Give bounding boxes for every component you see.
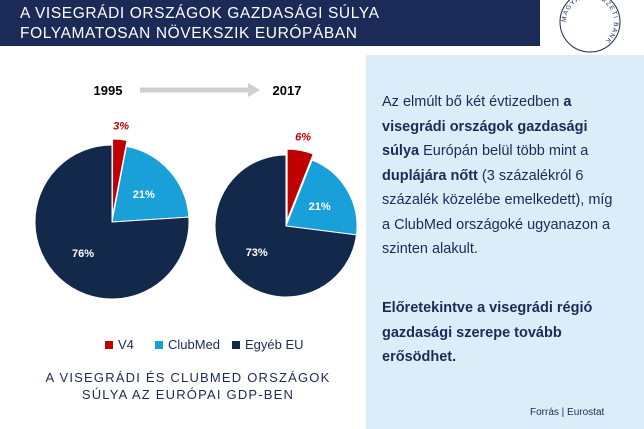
text-run: (3 százalékról 6 százalék közelébe emelk… — [382, 167, 613, 258]
paragraph: Előretekintve a visegrádi régió gazdaság… — [382, 296, 622, 370]
pie-title: 2017 — [273, 83, 302, 98]
data-label: 3% — [113, 120, 129, 132]
pie-slice — [286, 148, 314, 221]
paragraph: Az elmúlt bő két évtizedben a visegrádi … — [382, 90, 622, 262]
logo — [559, 0, 621, 53]
text-run: Európán belül több mint a — [419, 143, 589, 159]
text-run: a visegrádi országok gazdasági súlya — [382, 94, 588, 159]
legend-label: V4 — [118, 337, 134, 352]
caption: SÚLYA AZ EURÓPAI GDP-BEN — [82, 387, 294, 402]
data-label: 21% — [133, 189, 155, 201]
data-label: 6% — [295, 132, 311, 144]
legend-label: ClubMed — [168, 337, 220, 352]
side-panel — [366, 55, 644, 429]
pie-title: 1995 — [94, 83, 123, 98]
title: A VISEGRÁDI ORSZÁGOK GAZDASÁGI SÚLYA — [20, 5, 380, 22]
legend-label: Egyéb EU — [245, 337, 304, 352]
pie-slice — [34, 144, 190, 300]
pie-slice — [285, 159, 358, 236]
arrow-head — [248, 83, 260, 97]
legend-swatch — [105, 341, 113, 349]
title-banner — [0, 0, 540, 46]
data-label: 76% — [72, 248, 94, 260]
pie-slice — [214, 154, 357, 298]
pie-slice — [111, 145, 190, 223]
data-label: 73% — [246, 247, 268, 259]
caption: A VISEGRÁDI ÉS CLUBMED ORSZÁGOK — [46, 370, 331, 385]
text-run: duplájára nőtt — [382, 167, 478, 184]
legend-swatch — [155, 341, 163, 349]
text-run: Előretekintve a visegrádi régió gazdaság… — [382, 300, 593, 365]
pie-slice — [112, 138, 128, 217]
text-run: Az elmúlt bő két évtizedben — [382, 94, 564, 110]
legend-swatch — [232, 341, 240, 349]
title: FOLYAMATOSAN NÖVEKSZIK EURÓPÁBAN — [20, 24, 358, 42]
data-label: 21% — [309, 201, 331, 213]
source: Forrás | Eurostat — [530, 407, 605, 418]
